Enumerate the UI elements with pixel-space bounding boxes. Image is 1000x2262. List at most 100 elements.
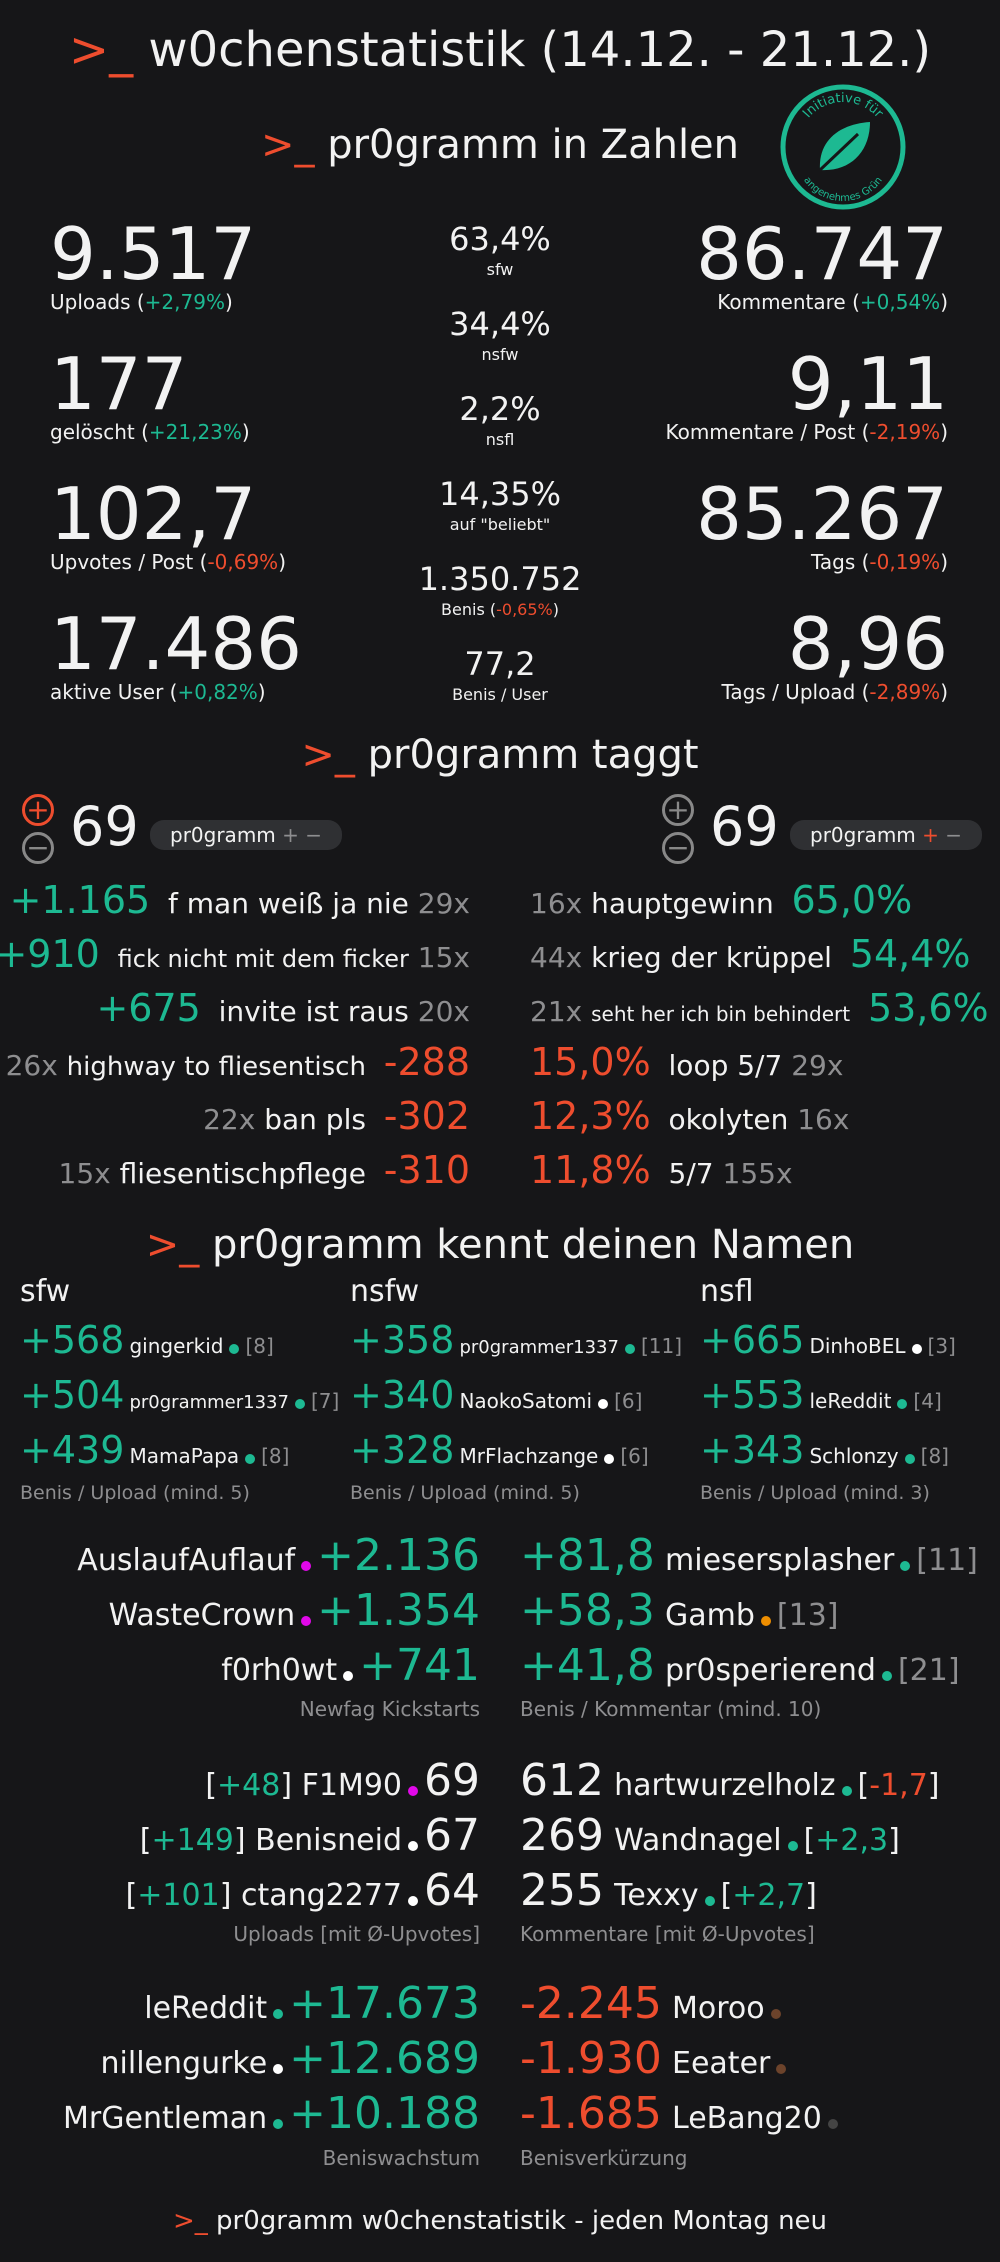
user-name[interactable]: WasteCrown (108, 1598, 296, 1633)
user-row[interactable]: 255 Texxy [+2,7] (520, 1865, 817, 1916)
user-name[interactable]: Gamb (665, 1598, 755, 1633)
user-name[interactable]: gingerkid (129, 1334, 224, 1358)
user-name[interactable]: pr0grammer1337 (129, 1392, 289, 1413)
user-row[interactable]: +343 Schlonzy [8] (700, 1428, 949, 1472)
user-row[interactable]: nillengurke +12.689 (101, 2033, 480, 2084)
user-name[interactable]: leReddit (809, 1389, 892, 1413)
rank-dot-icon (598, 1398, 609, 1409)
user-row[interactable]: +358 pr0grammer1337 [11] (350, 1318, 682, 1362)
upvote-icon[interactable]: + (22, 794, 54, 826)
user-row[interactable]: +41,8 pr0sperierend [21] (520, 1640, 960, 1691)
rank-dot-icon (841, 1785, 852, 1796)
tag-row: 44x krieg der krüppel 54,4% (530, 932, 970, 976)
tag-benis: +1.165 (9, 878, 151, 922)
user-name[interactable]: ctang2277 (240, 1878, 402, 1913)
user-row[interactable]: +340 NaokoSatomi [6] (350, 1373, 642, 1417)
footer: >_ pr0gramm w0chenstatistik - jeden Mont… (0, 2206, 1000, 2236)
user-row[interactable]: +568 gingerkid [8] (20, 1318, 274, 1362)
tag-name: fliesentischpflege (119, 1157, 366, 1190)
user-name[interactable]: Texxy (614, 1878, 699, 1913)
user-row[interactable]: f0rh0wt +741 (221, 1640, 480, 1691)
tag-plus-icon[interactable]: + (922, 823, 939, 847)
user-row[interactable]: 269 Wandnagel [+2,3] (520, 1810, 900, 1861)
user-row[interactable]: MrGentleman +10.188 (63, 2088, 480, 2139)
user-row[interactable]: -2.245 Moroo (520, 1978, 787, 2029)
tag-name: pr0gramm (810, 823, 916, 847)
user-row[interactable]: [+101] ctang2277 64 (125, 1865, 480, 1916)
stat-label: Benis / User (452, 685, 548, 704)
user-value: +2.136 (317, 1530, 480, 1581)
tag-row: +910 fick nicht mit dem ficker 15x (0, 932, 470, 976)
tag-plus-icon[interactable]: + (282, 823, 299, 847)
caption-growth: Beniswachstum (322, 2146, 480, 2170)
user-row[interactable]: AuslaufAuflauf +2.136 (77, 1530, 480, 1581)
stat-benis-user: 77,2 Benis / User (350, 645, 650, 704)
user-name[interactable]: f0rh0wt (221, 1653, 338, 1688)
tag-row: 12,3% okolyten 16x (530, 1094, 849, 1138)
user-name[interactable]: miesersplasher (665, 1543, 895, 1578)
upvote-icon[interactable]: + (662, 794, 694, 826)
user-value: -2.245 (520, 1978, 662, 2029)
user-name[interactable]: MamaPapa (129, 1444, 240, 1468)
user-row[interactable]: WasteCrown +1.354 (109, 1585, 480, 1636)
user-name[interactable]: nillengurke (100, 2046, 268, 2081)
user-row[interactable]: -1.930 Eeater (520, 2033, 792, 2084)
user-row[interactable]: [+48] F1M90 69 (205, 1755, 480, 1806)
tag-pill[interactable]: pr0gramm + − (150, 820, 343, 850)
user-value: +741 (359, 1640, 480, 1691)
stat-value: 17.486 (50, 602, 302, 686)
user-value: 69 (424, 1755, 480, 1806)
user-row[interactable]: 612 hartwurzelholz [-1,7] (520, 1755, 940, 1806)
user-row[interactable]: [+149] Benisneid 67 (139, 1810, 480, 1861)
user-name[interactable]: Moroo (672, 1991, 765, 2026)
stat-value: 1.350.752 (418, 560, 582, 598)
tag-minus-icon[interactable]: − (945, 823, 963, 847)
user-name[interactable]: MrGentleman (63, 2101, 268, 2136)
user-name[interactable]: Schlonzy (809, 1444, 899, 1468)
downvote-icon[interactable]: − (22, 832, 54, 864)
stat-value: 177 (50, 342, 188, 426)
tag-benis: -288 (383, 1040, 470, 1084)
tag-row: 15,0% loop 5/7 29x (530, 1040, 843, 1084)
user-name[interactable]: Benisneid (255, 1823, 402, 1858)
column-head-nsfw: nsfw (350, 1274, 420, 1309)
stat-label: Benis ( (441, 600, 497, 619)
rank-dot-icon (273, 2063, 284, 2074)
user-name[interactable]: AuslaufAuflauf (77, 1543, 296, 1578)
vote-count: 69 (70, 795, 139, 858)
user-name[interactable]: F1M90 (301, 1768, 402, 1803)
tag-name: f man weiß ja nie (168, 887, 409, 920)
tag-minus-icon[interactable]: − (305, 823, 323, 847)
user-count: [8] (920, 1444, 949, 1468)
user-name[interactable]: MrFlachzange (459, 1444, 599, 1468)
user-row[interactable]: +328 MrFlachzange [6] (350, 1428, 649, 1472)
stat-deleted: 177 gelöscht (+21,23%) (50, 348, 250, 444)
user-row[interactable]: leReddit +17.673 (144, 1978, 480, 2029)
tag-name: highway to fliesentisch (66, 1052, 366, 1082)
user-row[interactable]: +553 leReddit [4] (700, 1373, 942, 1417)
user-name[interactable]: leReddit (144, 1991, 268, 2026)
user-name[interactable]: Wandnagel (614, 1823, 782, 1858)
user-name[interactable]: pr0grammer1337 (459, 1337, 619, 1358)
user-row[interactable]: +504 pr0grammer1337 [7] (20, 1373, 339, 1417)
user-name[interactable]: DinhoBEL (809, 1334, 906, 1358)
rank-dot-icon (604, 1453, 615, 1464)
user-name[interactable]: LeBang20 (672, 2101, 822, 2136)
tag-pill[interactable]: pr0gramm + − (790, 820, 983, 850)
user-avg: +101 (137, 1878, 220, 1913)
user-row[interactable]: +665 DinhoBEL [3] (700, 1318, 956, 1362)
user-name[interactable]: pr0sperierend (665, 1653, 876, 1688)
user-avg: +2,3 (815, 1823, 889, 1858)
user-name[interactable]: hartwurzelholz (614, 1768, 836, 1803)
rank-dot-icon (904, 1453, 915, 1464)
user-row[interactable]: -1.685 LeBang20 (520, 2088, 844, 2139)
user-row[interactable]: +81,8 miesersplasher [11] (520, 1530, 978, 1581)
user-row[interactable]: +58,3 Gamb [13] (520, 1585, 839, 1636)
downvote-icon[interactable]: − (662, 832, 694, 864)
tag-count: 20x (417, 995, 470, 1028)
user-row[interactable]: +439 MamaPapa [8] (20, 1428, 289, 1472)
user-name[interactable]: NaokoSatomi (459, 1389, 593, 1413)
stat-value: 14,35% (438, 475, 561, 513)
user-name[interactable]: Eeater (672, 2046, 771, 2081)
rank-dot-icon (294, 1398, 305, 1409)
